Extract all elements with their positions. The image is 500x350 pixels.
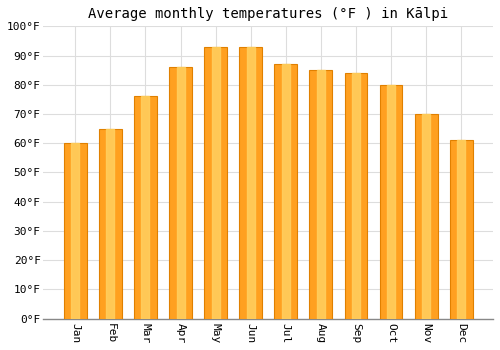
- Title: Average monthly temperatures (°F ) in Kālpi: Average monthly temperatures (°F ) in Kā…: [88, 7, 449, 21]
- Bar: [344, 73, 368, 318]
- Bar: [387, 85, 395, 318]
- Bar: [450, 140, 472, 318]
- Bar: [212, 47, 220, 318]
- Bar: [142, 97, 150, 318]
- Bar: [240, 47, 262, 318]
- Bar: [99, 128, 122, 318]
- Bar: [176, 67, 184, 318]
- Bar: [380, 85, 402, 318]
- Bar: [457, 140, 465, 318]
- Bar: [282, 64, 290, 318]
- Bar: [274, 64, 297, 318]
- Bar: [169, 67, 192, 318]
- Bar: [246, 47, 254, 318]
- Bar: [106, 128, 114, 318]
- Bar: [422, 114, 430, 319]
- Bar: [310, 70, 332, 318]
- Bar: [204, 47, 227, 318]
- Bar: [352, 73, 360, 318]
- Bar: [134, 97, 157, 318]
- Bar: [72, 143, 80, 318]
- Bar: [317, 70, 325, 318]
- Bar: [64, 143, 86, 318]
- Bar: [414, 114, 438, 319]
